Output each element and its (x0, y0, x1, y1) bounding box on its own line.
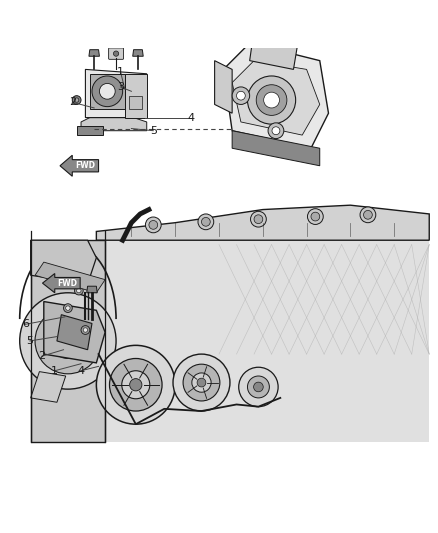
Polygon shape (87, 286, 97, 293)
Circle shape (251, 211, 266, 227)
Circle shape (232, 87, 250, 104)
Polygon shape (96, 205, 429, 240)
Circle shape (113, 51, 119, 56)
Circle shape (192, 373, 211, 392)
Polygon shape (129, 96, 142, 109)
Polygon shape (232, 131, 320, 166)
Polygon shape (250, 30, 298, 69)
Polygon shape (125, 74, 147, 118)
Circle shape (145, 217, 161, 233)
FancyBboxPatch shape (109, 48, 124, 59)
Circle shape (96, 345, 175, 424)
Polygon shape (232, 61, 320, 135)
Polygon shape (81, 118, 147, 131)
Text: 4: 4 (78, 366, 85, 376)
Circle shape (268, 123, 284, 139)
Text: 5: 5 (150, 126, 157, 136)
Circle shape (77, 288, 81, 293)
Circle shape (311, 212, 320, 221)
Polygon shape (133, 50, 143, 56)
Circle shape (99, 84, 115, 99)
Circle shape (272, 127, 280, 135)
Circle shape (66, 306, 70, 310)
Circle shape (197, 378, 206, 387)
Circle shape (247, 376, 269, 398)
Polygon shape (215, 61, 232, 113)
Text: 5: 5 (26, 336, 33, 346)
Circle shape (122, 371, 150, 399)
Circle shape (35, 308, 101, 374)
Circle shape (173, 354, 230, 411)
Polygon shape (60, 155, 99, 176)
Circle shape (256, 85, 287, 115)
Circle shape (198, 214, 214, 230)
Circle shape (50, 324, 85, 359)
Text: 6: 6 (22, 319, 29, 329)
Circle shape (110, 359, 162, 411)
Circle shape (130, 378, 142, 391)
Circle shape (201, 217, 210, 226)
Circle shape (183, 364, 220, 401)
Polygon shape (31, 240, 96, 284)
Circle shape (81, 326, 90, 334)
Polygon shape (77, 126, 103, 135)
Circle shape (264, 92, 279, 108)
Text: 1: 1 (117, 67, 124, 77)
Polygon shape (44, 302, 105, 363)
Circle shape (254, 215, 263, 223)
Circle shape (83, 328, 88, 332)
Circle shape (307, 209, 323, 224)
Circle shape (74, 98, 79, 102)
Text: 1: 1 (51, 366, 58, 376)
Polygon shape (31, 372, 66, 402)
Polygon shape (57, 314, 92, 350)
Circle shape (64, 304, 72, 312)
Polygon shape (90, 74, 125, 109)
Polygon shape (85, 69, 147, 118)
Text: 2: 2 (38, 351, 45, 361)
Polygon shape (96, 240, 429, 442)
Circle shape (72, 96, 81, 104)
Circle shape (364, 211, 372, 219)
Circle shape (254, 382, 263, 392)
Text: FWD: FWD (75, 161, 95, 170)
Text: 2: 2 (69, 97, 76, 107)
Polygon shape (89, 50, 99, 56)
Circle shape (60, 333, 76, 349)
Polygon shape (223, 43, 328, 148)
Polygon shape (31, 240, 105, 442)
Text: 3: 3 (117, 82, 124, 92)
Text: 4: 4 (187, 112, 194, 123)
Polygon shape (42, 273, 80, 293)
Circle shape (237, 91, 245, 100)
Circle shape (92, 76, 123, 107)
Circle shape (149, 221, 158, 229)
Circle shape (247, 76, 296, 124)
Text: FWD: FWD (57, 279, 78, 288)
Circle shape (20, 293, 116, 389)
Circle shape (239, 367, 278, 407)
Circle shape (74, 286, 83, 295)
Circle shape (360, 207, 376, 223)
Polygon shape (35, 262, 105, 293)
